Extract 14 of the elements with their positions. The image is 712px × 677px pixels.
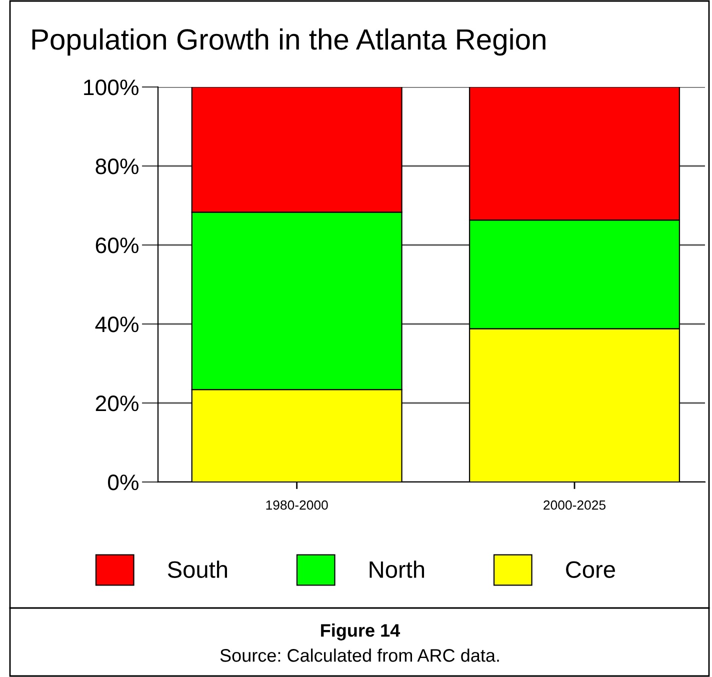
y-tick-label: 80% bbox=[96, 158, 138, 174]
x-tick-label: 2000-2025 bbox=[544, 500, 606, 510]
y-tick-label: 60% bbox=[96, 238, 138, 254]
legend-label: South bbox=[168, 560, 227, 578]
y-tick-label: 0% bbox=[108, 474, 138, 490]
y-tick-label: 20% bbox=[96, 396, 138, 412]
legend-label: North bbox=[370, 560, 424, 578]
caption: Figure 14 bbox=[321, 624, 400, 640]
y-tick-label: 40% bbox=[95, 316, 138, 332]
x-tick-label: 1980-2000 bbox=[266, 500, 328, 510]
source-note: Source: Calculated from ARC data. bbox=[220, 648, 499, 662]
chart-title: Population Growth in the Atlanta Region bbox=[32, 28, 546, 56]
y-tick-label: 100% bbox=[84, 80, 138, 96]
legend-label: Core bbox=[566, 561, 615, 578]
